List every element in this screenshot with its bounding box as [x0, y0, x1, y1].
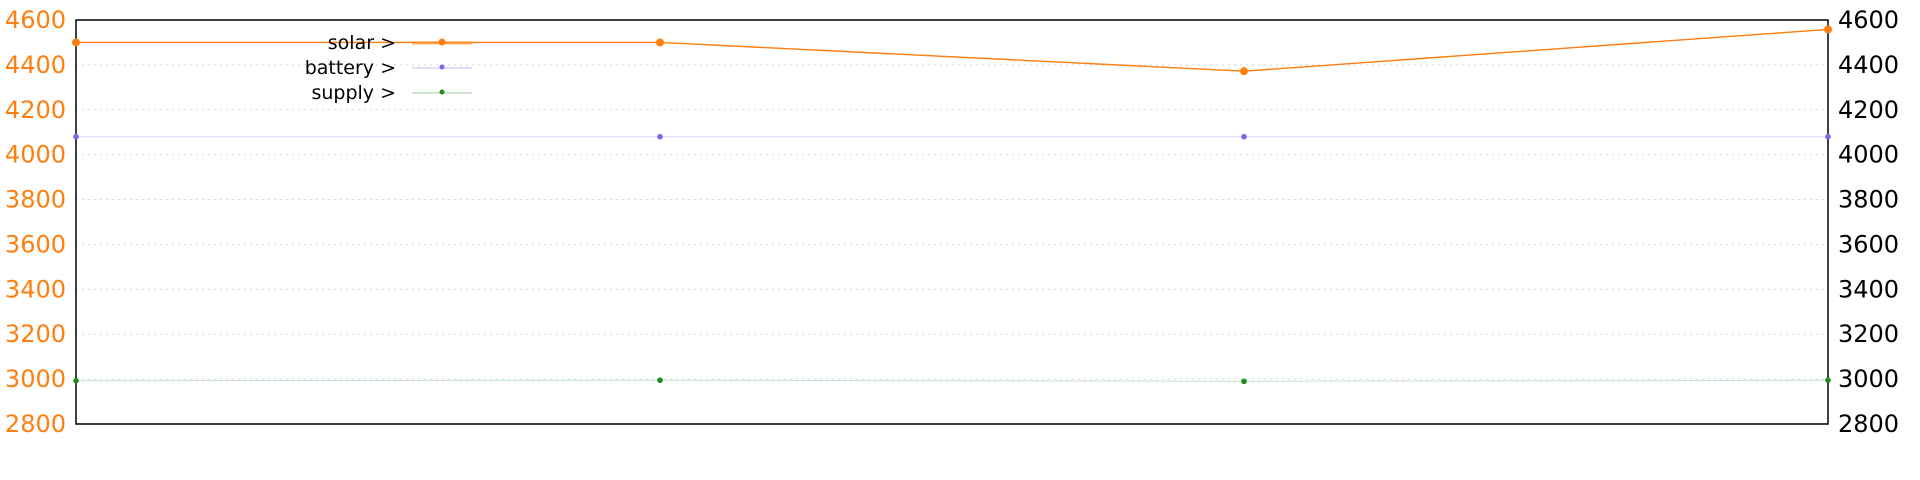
right-y-tick-label: 2800	[1838, 410, 1899, 438]
right-y-tick-label: 4600	[1838, 6, 1899, 34]
right-y-tick-label: 4400	[1838, 51, 1899, 79]
series-line-2	[75, 379, 1829, 382]
data-point	[1825, 377, 1831, 384]
data-point	[1824, 25, 1832, 34]
right-y-tick-label: 3800	[1838, 186, 1899, 214]
right-y-tick-label: 3000	[1838, 365, 1899, 393]
left-y-tick-label: 3600	[5, 230, 66, 258]
legend: solar > battery > supply >	[305, 32, 472, 104]
legend-label: solar >	[328, 32, 396, 54]
left-y-tick-label: 3800	[5, 186, 66, 214]
right-y-tick-label: 4200	[1838, 96, 1899, 124]
left-y-tick-label: 4400	[5, 51, 66, 79]
left-y-tick-label: 3200	[5, 320, 66, 348]
left-y-axis: 2800 3000 3200 3400 3600 3800 4000 4200 4400 4600	[5, 6, 66, 438]
data-point	[657, 377, 663, 384]
data-point	[657, 133, 663, 140]
left-y-tick-label: 2800	[5, 410, 66, 438]
data-point	[1241, 378, 1247, 385]
right-y-tick-label: 4000	[1838, 141, 1899, 169]
legend-swatch-point	[439, 89, 445, 95]
right-y-tick-label: 3200	[1838, 320, 1899, 348]
left-y-tick-label: 3400	[5, 275, 66, 303]
data-point	[1825, 133, 1831, 140]
left-y-tick-label: 4600	[5, 6, 66, 34]
right-y-axis: 2800 3000 3200 3400 3600 3800 4000 4200 4400 4600	[1838, 6, 1899, 438]
legend-swatch-point	[439, 64, 445, 70]
data-point	[73, 377, 79, 384]
legend-swatch-point	[438, 38, 446, 46]
grid-lines	[76, 64, 1828, 380]
data-point	[1240, 67, 1248, 76]
series-layer	[72, 25, 1832, 385]
data-point	[656, 38, 664, 47]
series-line-0	[76, 28, 1829, 72]
plot-frame	[75, 19, 1829, 425]
left-y-tick-label: 4000	[5, 141, 66, 169]
legend-label: battery >	[305, 57, 396, 79]
data-point	[72, 38, 80, 47]
left-y-tick-label: 4200	[5, 96, 66, 124]
left-y-tick-label: 3000	[5, 365, 66, 393]
data-point	[73, 133, 79, 140]
legend-label: supply >	[311, 82, 396, 104]
right-y-tick-label: 3400	[1838, 275, 1899, 303]
right-y-tick-label: 3600	[1838, 230, 1899, 258]
data-point	[1241, 133, 1247, 140]
